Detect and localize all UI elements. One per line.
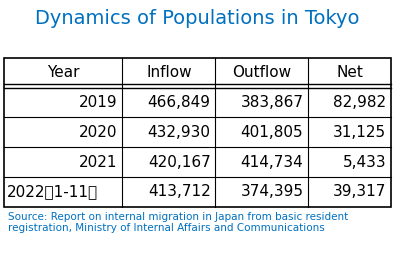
Text: 383,867: 383,867 xyxy=(241,95,303,110)
Text: Source: Report on internal migration in Japan from basic resident
registration, : Source: Report on internal migration in … xyxy=(8,212,348,233)
Text: 2019: 2019 xyxy=(79,95,118,110)
Text: 414,734: 414,734 xyxy=(241,155,303,170)
Text: Net: Net xyxy=(336,65,363,80)
Text: 420,167: 420,167 xyxy=(148,155,211,170)
Text: 5,433: 5,433 xyxy=(343,155,386,170)
Text: 2020: 2020 xyxy=(79,125,118,140)
Text: Outflow: Outflow xyxy=(232,65,291,80)
Text: 2022（1-11）: 2022（1-11） xyxy=(7,185,98,199)
Text: 374,395: 374,395 xyxy=(241,185,303,199)
Text: 466,849: 466,849 xyxy=(148,95,211,110)
Text: 39,317: 39,317 xyxy=(333,185,386,199)
Text: Dynamics of Populations in Tokyo: Dynamics of Populations in Tokyo xyxy=(35,9,360,28)
Text: Year: Year xyxy=(47,65,79,80)
Text: Inflow: Inflow xyxy=(146,65,192,80)
Bar xyxy=(4,58,391,207)
Text: 401,805: 401,805 xyxy=(241,125,303,140)
Text: 432,930: 432,930 xyxy=(148,125,211,140)
Text: 82,982: 82,982 xyxy=(333,95,386,110)
Text: 413,712: 413,712 xyxy=(148,185,211,199)
Text: 2021: 2021 xyxy=(79,155,118,170)
Text: 31,125: 31,125 xyxy=(333,125,386,140)
